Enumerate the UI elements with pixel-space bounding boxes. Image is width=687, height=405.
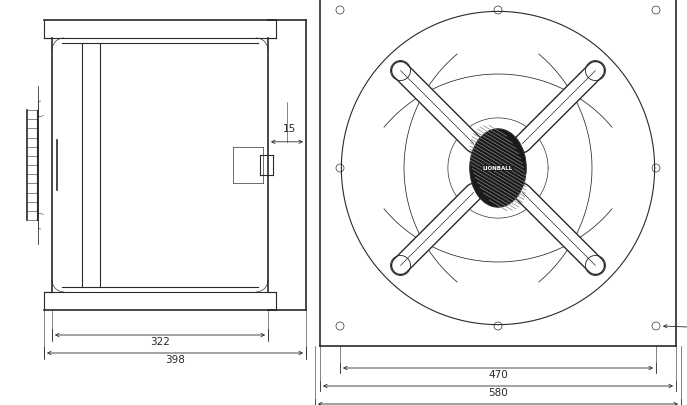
- Text: LIONBALL: LIONBALL: [483, 166, 513, 171]
- Text: 470: 470: [488, 370, 508, 380]
- Text: ø 11: ø 11: [664, 323, 687, 333]
- Text: 398: 398: [165, 355, 185, 365]
- Ellipse shape: [470, 129, 526, 207]
- Text: 580: 580: [488, 388, 508, 398]
- Text: 322: 322: [150, 337, 170, 347]
- Text: 15: 15: [282, 124, 295, 134]
